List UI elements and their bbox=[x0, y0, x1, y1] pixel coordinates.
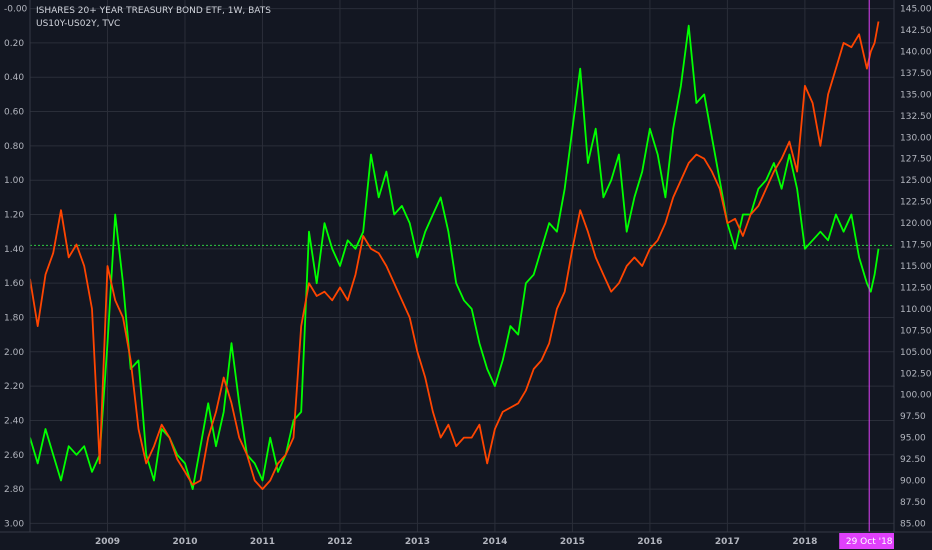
right-tick-label: 115.00 bbox=[900, 262, 932, 272]
time-tick-label: 2018 bbox=[792, 537, 817, 547]
right-tick-label: 87.50 bbox=[900, 498, 926, 508]
time-tick-label: 2011 bbox=[250, 537, 275, 547]
right-tick-label: 140.00 bbox=[900, 47, 932, 57]
left-tick-label: 1.80 bbox=[4, 313, 24, 323]
right-tick-label: 130.00 bbox=[900, 133, 932, 143]
left-tick-label: 1.40 bbox=[4, 245, 24, 255]
crosshair-date-label: 29 Oct '18 bbox=[846, 537, 893, 547]
series-line-red bbox=[29, 21, 880, 491]
time-tick-label: 2009 bbox=[95, 537, 120, 547]
right-tick-label: 110.00 bbox=[900, 305, 932, 315]
right-tick-label: 132.50 bbox=[900, 112, 932, 122]
right-axis-background bbox=[894, 0, 932, 550]
time-tick-label: 2017 bbox=[715, 537, 740, 547]
crosshair-date-badge bbox=[839, 533, 900, 549]
right-tick-label: 135.00 bbox=[900, 90, 932, 100]
left-tick-label: 2.60 bbox=[4, 451, 24, 461]
right-tick-label: 112.50 bbox=[900, 283, 932, 293]
right-tick-label: 137.50 bbox=[900, 69, 932, 79]
time-tick-label: 2014 bbox=[482, 537, 507, 547]
right-tick-label: 97.50 bbox=[900, 412, 926, 422]
left-tick-label: 0.60 bbox=[4, 108, 24, 118]
time-tick-label: 2016 bbox=[637, 537, 662, 547]
left-tick-label: 2.40 bbox=[4, 416, 24, 426]
right-tick-label: 90.00 bbox=[900, 477, 926, 487]
right-tick-label: 145.00 bbox=[900, 5, 932, 15]
right-tick-label: 92.50 bbox=[900, 455, 926, 465]
left-tick-label: 2.20 bbox=[4, 382, 24, 392]
left-tick-label: 2.00 bbox=[4, 348, 24, 358]
left-tick-label: 1.00 bbox=[4, 176, 24, 186]
right-tick-label: 125.00 bbox=[900, 176, 932, 186]
left-tick-label: 1.20 bbox=[4, 211, 24, 221]
right-tick-label: 95.00 bbox=[900, 434, 926, 444]
legend-primary-symbol[interactable]: ISHARES 20+ YEAR TREASURY BOND ETF, 1W, … bbox=[36, 6, 271, 16]
grid-lines bbox=[30, 0, 894, 532]
left-tick-label: 3.00 bbox=[4, 519, 24, 529]
crosshair: 29 Oct '18 bbox=[839, 0, 900, 549]
right-tick-label: 127.50 bbox=[900, 155, 932, 165]
series-lines bbox=[29, 21, 880, 491]
left-tick-label: 1.60 bbox=[4, 279, 24, 289]
right-price-axis[interactable]: 145.00 142.50 140.00 137.50 135.00 132.50 130.… bbox=[893, 0, 932, 550]
left-axis-background bbox=[0, 0, 30, 550]
left-tick-label: 0.20 bbox=[4, 39, 24, 49]
right-tick-label: 85.00 bbox=[900, 519, 926, 529]
legend-secondary-symbol[interactable]: US10Y-US02Y, TVC bbox=[36, 19, 121, 29]
left-tick-label: 2.80 bbox=[4, 485, 24, 495]
right-tick-label: 107.50 bbox=[900, 326, 932, 336]
right-tick-label: 105.00 bbox=[900, 348, 932, 358]
left-tick-label: 0.40 bbox=[4, 73, 24, 83]
right-tick-label: 117.50 bbox=[900, 241, 932, 251]
left-tick-label: -0.00 bbox=[4, 5, 28, 15]
right-tick-label: 142.50 bbox=[900, 26, 932, 36]
left-price-axis[interactable]: -0.00 0.20 0.40 0.60 0.80 1.00 1.20 1.40 1.60 1.8… bbox=[0, 0, 31, 550]
right-tick-label: 100.00 bbox=[900, 391, 932, 401]
time-tick-label: 2013 bbox=[405, 537, 430, 547]
right-tick-label: 122.50 bbox=[900, 198, 932, 208]
right-tick-label: 102.50 bbox=[900, 369, 932, 379]
left-tick-label: 0.80 bbox=[4, 142, 24, 152]
time-axis[interactable]: 2009 2010 2011 2012 2013 2014 2015 2016 2017 2018 bbox=[0, 531, 932, 547]
time-tick-label: 2012 bbox=[327, 537, 352, 547]
time-tick-label: 2010 bbox=[172, 537, 197, 547]
right-tick-label: 120.00 bbox=[900, 219, 932, 229]
time-tick-label: 2015 bbox=[560, 537, 585, 547]
